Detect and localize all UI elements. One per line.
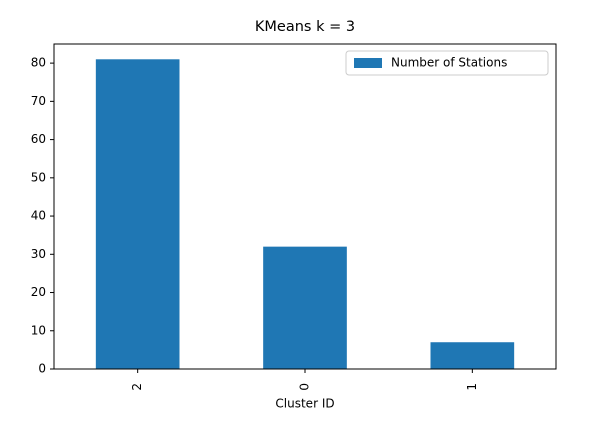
y-tick-label: 20	[31, 285, 46, 299]
x-tick-label: 0	[298, 383, 312, 391]
chart-title: KMeans k = 3	[255, 19, 355, 35]
y-tick-label: 50	[31, 170, 46, 184]
bar	[430, 342, 515, 369]
y-tick-label: 30	[31, 247, 46, 261]
legend-label: Number of Stations	[391, 56, 507, 70]
x-axis-label: Cluster ID	[275, 397, 334, 411]
legend-swatch	[354, 58, 382, 68]
legend-box	[345, 50, 549, 76]
y-tick-label: 10	[31, 323, 46, 337]
axes-frame	[53, 43, 557, 370]
y-tick-label: 70	[31, 94, 46, 108]
y-tick-label: 80	[31, 56, 46, 70]
y-tick-label: 60	[31, 132, 46, 146]
bar	[263, 246, 347, 369]
y-tick-label: 0	[38, 362, 46, 376]
x-tick-label: 2	[130, 383, 144, 391]
x-tick-label: 1	[465, 383, 479, 391]
bar	[95, 59, 180, 369]
y-tick-label: 40	[31, 209, 46, 223]
